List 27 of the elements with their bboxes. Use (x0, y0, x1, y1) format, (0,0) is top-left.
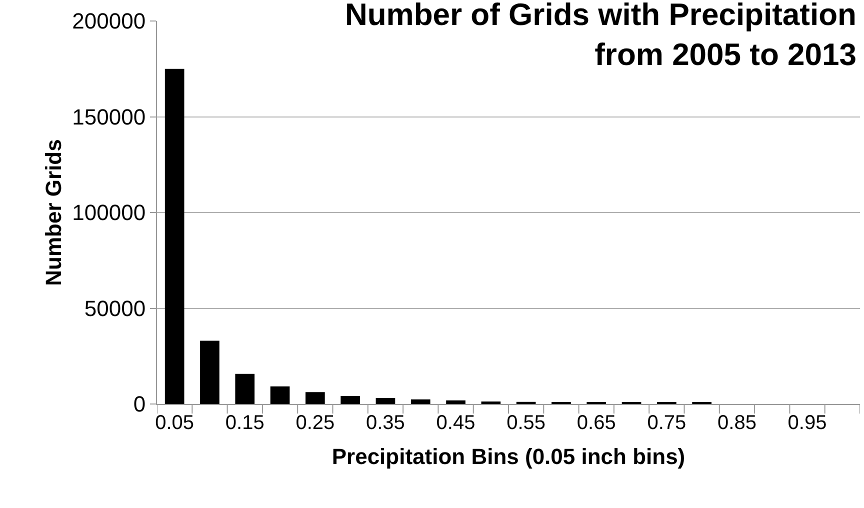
y-tick-label: 50000 (84, 296, 146, 321)
x-tick-label: 0.25 (296, 412, 335, 434)
y-tick-label: 100000 (72, 200, 146, 226)
x-tick-label: 0.15 (225, 412, 264, 434)
x-tick-label: 0.45 (436, 412, 476, 434)
chart-title: Number of Grids with Precipitation from 2005 to 2013 (344, 0, 856, 72)
x-tick-label: 0.55 (506, 412, 546, 434)
y-tick-label: 0 (133, 392, 146, 417)
bar (340, 396, 360, 404)
y-axis-title: Number Grids (40, 139, 66, 286)
bar (235, 374, 255, 404)
x-axis-title: Precipitation Bins (0.05 inch bins) (332, 444, 686, 469)
x-tick-label: 0.85 (718, 412, 756, 434)
bar (446, 400, 466, 404)
bar (270, 386, 290, 404)
bar (410, 399, 430, 404)
bar (164, 68, 184, 404)
bar (376, 398, 396, 404)
x-tick-label: 0.05 (155, 412, 194, 434)
x-tick-label: 0.95 (788, 412, 827, 434)
bar (306, 392, 325, 404)
y-tick-label: 200000 (72, 8, 146, 34)
x-tick-label: 0.65 (576, 412, 616, 434)
bar (200, 340, 220, 404)
x-tick-label: 0.35 (366, 412, 405, 434)
y-tick-label: 150000 (72, 104, 146, 130)
x-tick-label: 0.75 (647, 412, 686, 434)
